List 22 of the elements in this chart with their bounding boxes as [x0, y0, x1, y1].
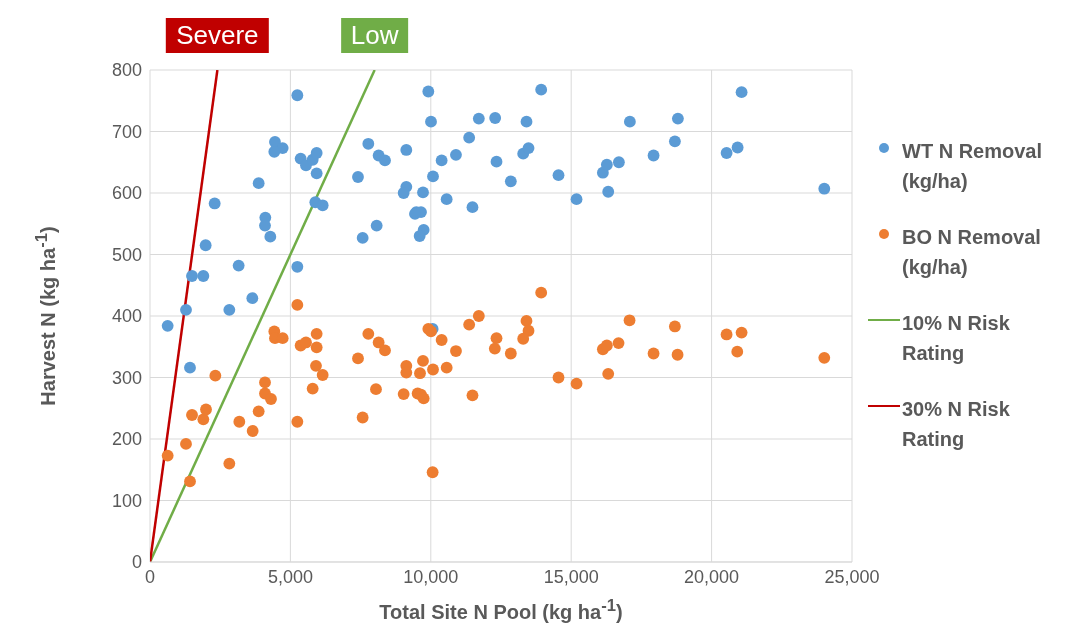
x-axis-title: Total Site N Pool (kg ha$^{-1}$) [379, 596, 623, 624]
legend-label: WT N Removal (kg/ha) [902, 139, 1044, 194]
x-tick-label: 20,000 [684, 566, 740, 587]
legend-label: BO N Removal (kg/ha) [902, 225, 1042, 280]
x-tick-label: 15,000 [543, 566, 599, 587]
legend-label: 30% N Risk Rating [902, 397, 1011, 452]
x-tick-label: 0 [144, 566, 156, 587]
y-tick-label: 400 [111, 306, 142, 327]
y-tick-label: 300 [111, 367, 142, 388]
x-tick-label: 5,000 [267, 566, 313, 587]
x-tick-label: 10,000 [403, 566, 459, 587]
x-tick-label: 25,000 [824, 566, 880, 587]
y-tick-label: 600 [111, 183, 142, 204]
y-tick-label: 100 [111, 490, 142, 511]
legend-label: 10% N Risk Rating [902, 311, 1011, 366]
y-tick-label: 500 [111, 244, 142, 265]
y-tick-label: 800 [111, 60, 142, 81]
text: Low [340, 18, 409, 53]
text: Severe [166, 18, 269, 53]
y-tick-label: 200 [111, 429, 142, 450]
y-tick-label: 0 [131, 552, 142, 573]
y-tick-label: 700 [111, 121, 142, 142]
